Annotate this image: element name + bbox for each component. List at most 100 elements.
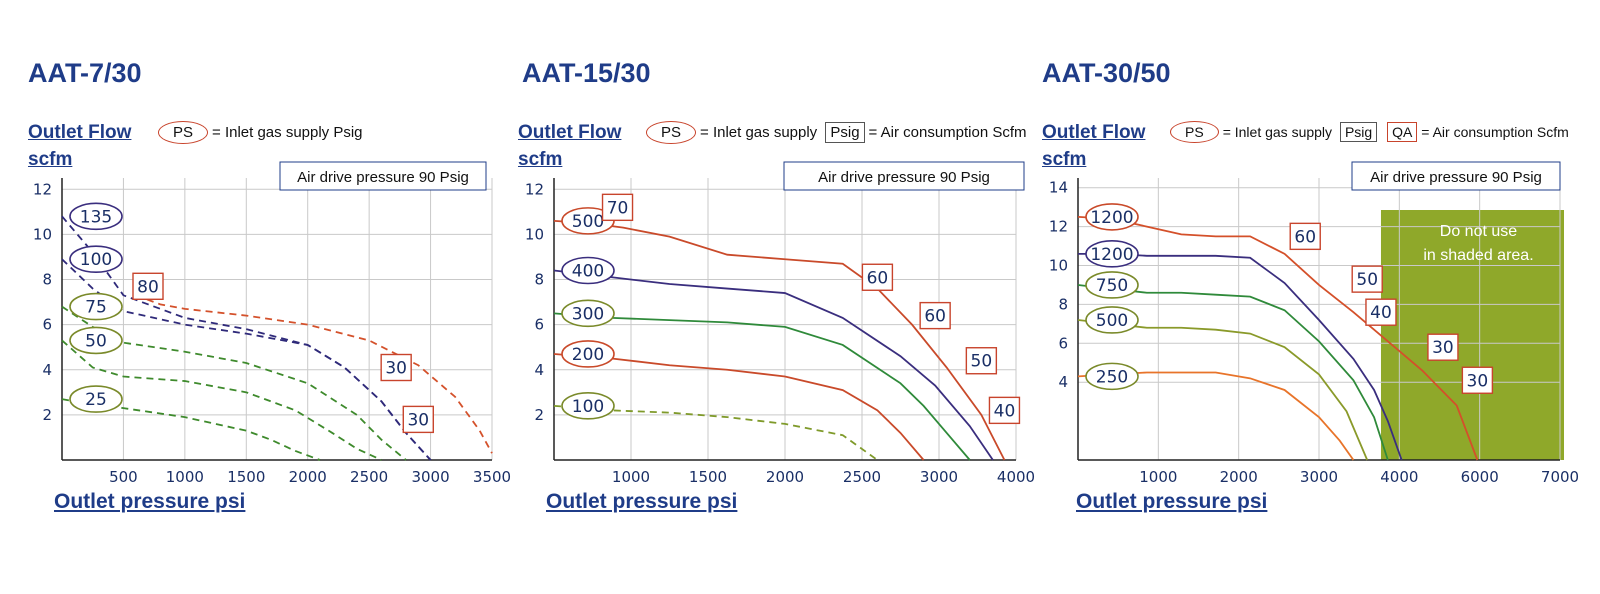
- y-tick-label: 8: [534, 271, 544, 289]
- series-label-oval: [1085, 203, 1139, 231]
- x-tick-label: 3000: [1300, 468, 1338, 486]
- consumption-box: [1461, 366, 1494, 394]
- y-axis-label-line1: Outlet Flow: [518, 122, 622, 143]
- y-axis-label-line2: scfm: [1042, 149, 1087, 170]
- series-label-oval: [561, 392, 615, 420]
- y-tick-label: 12: [525, 180, 544, 198]
- y-tick-label: 4: [42, 361, 52, 379]
- y-tick-label: 10: [33, 225, 52, 243]
- series-label-text: 250: [1096, 367, 1128, 387]
- series-label-text: 50: [85, 331, 107, 351]
- x-tick-label: 4000: [1380, 468, 1418, 486]
- series-label-oval: [561, 256, 615, 285]
- chart-plot: 4 6 8 10 12 14 1000 2000 3000 4000 6000 7000 Air dri…: [1049, 161, 1579, 486]
- air-drive-box: Air drive pressure 90 Psig: [783, 161, 1025, 191]
- y-tick-label: 8: [1058, 295, 1068, 313]
- x-tick-label: 1000: [166, 468, 204, 486]
- x-tick-label: 2000: [289, 468, 327, 486]
- series-line-300: [553, 312, 971, 461]
- series-label-text: 200: [572, 345, 604, 365]
- x-tick-label: 2000: [1220, 468, 1258, 486]
- consumption-label: 30: [1432, 338, 1454, 358]
- series-label-text: 500: [572, 212, 604, 232]
- chart-panel-aat-30-50: AAT-30/50 Outlet Flow scfm PS = Inlet gas…: [1042, 0, 1600, 594]
- y-tick-label: 2: [534, 406, 544, 424]
- air-drive-frame: [783, 161, 1025, 191]
- y-tick-label: 10: [1049, 257, 1068, 275]
- chart-panel-aat-7-30: AAT-7/30 Outlet Flow scfm PS = Inlet gas …: [28, 0, 548, 594]
- legend-ps-text: = Inlet gas supply: [1222, 124, 1333, 140]
- series-label-text: 1200: [1090, 245, 1133, 265]
- y-axis-label-line1: Outlet Flow: [1042, 122, 1146, 143]
- x-tick-label: 3000: [920, 468, 958, 486]
- x-tick-label: 1500: [689, 468, 727, 486]
- series-label-text: 25: [85, 390, 107, 410]
- series-label-oval: [69, 245, 123, 274]
- consumption-label: 60: [867, 268, 889, 288]
- x-tick-label: 6000: [1461, 468, 1499, 486]
- series-line-1200: [1077, 215, 1479, 461]
- consumption-box: [1289, 222, 1321, 251]
- legend-qa-text: = Air consumption Scfm: [1421, 124, 1569, 140]
- legend-ps-symbol: PS: [158, 121, 209, 144]
- consumption-label: 80: [137, 277, 159, 297]
- series-label-oval: [69, 292, 123, 321]
- y-tick-label: 12: [1049, 218, 1068, 236]
- series-line-75: [61, 305, 407, 461]
- shaded-area: [1380, 210, 1564, 460]
- series-line-135: [61, 215, 432, 461]
- legend-qa-box: QA: [1387, 122, 1418, 142]
- x-tick-label: 1000: [1139, 468, 1177, 486]
- consumption-label: 30: [1467, 371, 1489, 391]
- chart-plot: 2 4 6 8 10 12 500 1000 1500 2000 2500 3000 3500 Air d…: [33, 161, 511, 486]
- y-tick-label: 10: [525, 225, 544, 243]
- series-label-oval: [1085, 362, 1139, 391]
- y-axis-label: Outlet Flow scfm: [28, 119, 131, 173]
- series-line-1200: [1078, 252, 1403, 461]
- x-tick-label: 1000: [612, 468, 650, 486]
- y-axis-label-line2: scfm: [28, 149, 73, 170]
- chart-title: AAT-7/30: [28, 58, 142, 88]
- consumption-label: 60: [1294, 227, 1316, 247]
- y-tick-label: 12: [33, 180, 52, 198]
- series-line-400: [553, 269, 994, 461]
- x-tick-label: 2500: [843, 468, 881, 486]
- air-drive-box: Air drive pressure 90 Psig: [279, 161, 487, 191]
- y-tick-label: 6: [534, 316, 544, 334]
- legend-psig-box: Psig: [1339, 122, 1378, 142]
- consumption-label: 70: [607, 198, 629, 218]
- series-line-80: [135, 294, 493, 454]
- series-label-text: 500: [1096, 311, 1128, 331]
- consumption-box: [1365, 298, 1397, 326]
- shaded-note-line2: in shaded area.: [1423, 247, 1533, 264]
- series-label-text: 750: [1096, 276, 1128, 296]
- x-tick-label: 1500: [227, 468, 265, 486]
- shaded-note-line1: Do not use: [1440, 223, 1517, 240]
- series-line-100: [553, 404, 878, 461]
- x-axis-label: Outlet pressure psi: [54, 490, 246, 513]
- chart-panel-aat-15-30: AAT-15/30 Outlet Flow scfm PS = Inlet gas…: [518, 0, 1038, 594]
- legend-psig-box: Psig: [825, 122, 865, 143]
- air-drive-label: Air drive pressure 90 Psig: [297, 169, 469, 186]
- consumption-label: 60: [924, 307, 946, 327]
- air-drive-frame: [1351, 161, 1561, 191]
- y-tick-label: 4: [534, 361, 544, 379]
- consumption-box: [1427, 333, 1459, 361]
- series-label-text: 1200: [1090, 208, 1133, 228]
- y-axis-label: Outlet Flow scfm: [518, 119, 621, 173]
- y-tick-label: 8: [42, 271, 52, 289]
- y-axis-label-line1: Outlet Flow: [28, 122, 132, 143]
- consumption-label: 50: [971, 352, 993, 372]
- chart-plot: 2 4 6 8 10 12 1000 1500 2000 2500 3000 4000 Air driv…: [525, 161, 1035, 486]
- x-tick-label: 2000: [766, 468, 804, 486]
- series-label-text: 75: [85, 298, 107, 318]
- consumption-box: [380, 353, 412, 382]
- legend-ps-text: = Inlet gas supply: [700, 124, 818, 141]
- series-label-oval: [69, 202, 123, 231]
- series-label-oval: [1085, 240, 1139, 268]
- legend-psig-text: = Air consumption Scfm: [868, 124, 1027, 141]
- consumption-label: 30: [407, 410, 429, 430]
- series-line-50: [61, 339, 382, 461]
- legend-ps-symbol: PS: [646, 121, 697, 144]
- x-tick-label: 4000: [997, 468, 1035, 486]
